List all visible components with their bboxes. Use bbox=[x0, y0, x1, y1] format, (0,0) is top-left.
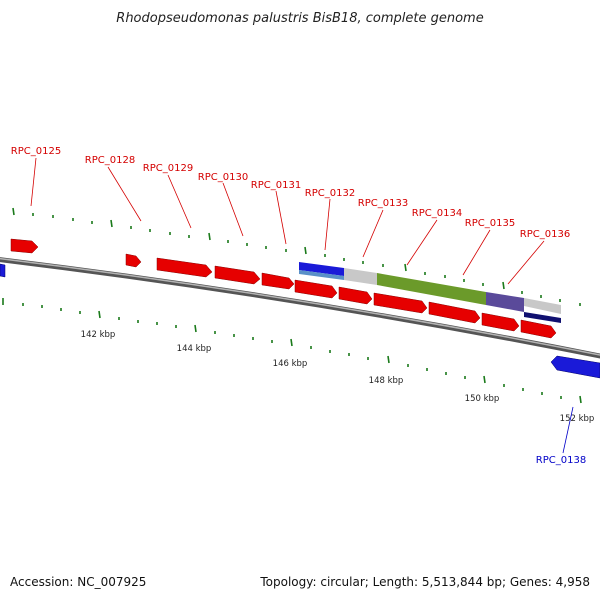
kbp-label-142: 142 kbp bbox=[81, 330, 116, 340]
gene-label[interactable]: RPC_0132 bbox=[305, 188, 355, 199]
feature-grey[interactable] bbox=[344, 268, 377, 285]
gene-arrow[interactable] bbox=[550, 355, 600, 379]
gene-arrow[interactable] bbox=[125, 253, 142, 268]
accession-text: Accession: NC_007925 bbox=[10, 575, 146, 589]
kbp-label-150: 150 kbp bbox=[465, 394, 500, 404]
forward-genes-outer bbox=[10, 238, 295, 290]
gene-label[interactable]: RPC_0135 bbox=[465, 218, 515, 229]
gene-label[interactable]: RPC_0130 bbox=[198, 172, 248, 183]
leader-lines-reverse bbox=[562, 406, 574, 454]
reverse-genes bbox=[0, 263, 600, 379]
gene-arrow[interactable] bbox=[261, 272, 295, 290]
feature-purple[interactable] bbox=[486, 292, 524, 312]
map-title: Rhodopseudomonas palustris BisB18, compl… bbox=[116, 11, 483, 26]
gene-arrow[interactable] bbox=[520, 319, 557, 339]
outer-ticks bbox=[12, 207, 581, 306]
gene-label[interactable]: RPC_0128 bbox=[85, 155, 135, 166]
genome-summary-text: Topology: circular; Length: 5,513,844 bp… bbox=[259, 575, 590, 589]
feature-lightblue[interactable] bbox=[299, 270, 344, 280]
leader-lines-forward bbox=[30, 157, 545, 285]
gene-arrow[interactable] bbox=[338, 286, 373, 305]
gene-label[interactable]: RPC_0133 bbox=[358, 198, 408, 209]
feature-navy[interactable] bbox=[524, 312, 561, 323]
gene-label[interactable]: RPC_0138 bbox=[536, 455, 586, 466]
gene-arrow[interactable] bbox=[373, 292, 428, 314]
feature-bars bbox=[299, 262, 561, 323]
gene-arrow[interactable] bbox=[294, 279, 338, 299]
forward-genes-inner bbox=[294, 279, 557, 339]
gene-arrow[interactable] bbox=[10, 238, 39, 254]
gene-arrow[interactable] bbox=[481, 312, 520, 332]
inner-ticks bbox=[2, 298, 582, 404]
feature-green[interactable] bbox=[377, 273, 486, 305]
kbp-label-152: 152 kbp bbox=[560, 414, 595, 424]
kbp-label-148: 148 kbp bbox=[369, 376, 404, 386]
gene-arrow[interactable] bbox=[0, 263, 6, 278]
gene-label[interactable]: RPC_0131 bbox=[251, 180, 301, 191]
gene-label[interactable]: RPC_0125 bbox=[11, 146, 61, 157]
gene-arrow[interactable] bbox=[156, 257, 213, 278]
gene-arrow[interactable] bbox=[214, 265, 261, 285]
gene-arrow[interactable] bbox=[428, 301, 481, 324]
gene-label[interactable]: RPC_0129 bbox=[143, 163, 193, 174]
gene-labels-reverse: RPC_0138 bbox=[536, 455, 586, 466]
kbp-label-146: 146 kbp bbox=[273, 359, 308, 369]
kbp-labels: 142 kbp 144 kbp 146 kbp 148 kbp 150 kbp … bbox=[81, 330, 595, 424]
kbp-label-144: 144 kbp bbox=[177, 344, 212, 354]
gene-label[interactable]: RPC_0134 bbox=[412, 208, 462, 219]
gene-label[interactable]: RPC_0136 bbox=[520, 229, 570, 240]
feature-blue[interactable] bbox=[299, 262, 344, 276]
gene-labels-forward: RPC_0125 RPC_0128 RPC_0129 RPC_0130 RPC_… bbox=[11, 146, 570, 240]
genome-backbone bbox=[0, 257, 600, 359]
feature-grey-end[interactable] bbox=[524, 298, 561, 314]
